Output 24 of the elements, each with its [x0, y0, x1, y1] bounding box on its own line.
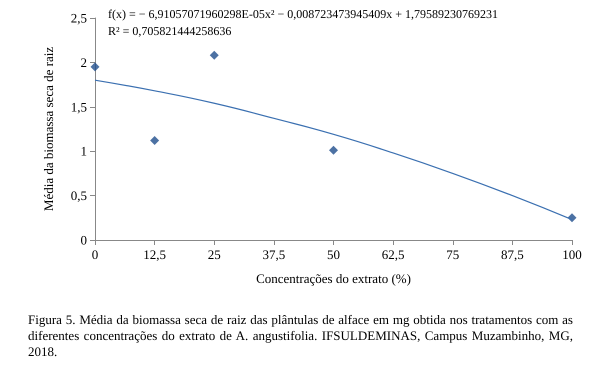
x-tick-label: 75 — [446, 247, 460, 262]
text: Figura 5. Média da biomassa seca de raiz das plântulas de alface em mg obtida nos tratamentos com as diferentes concentrações do extrato de A. angustifolia. IFSULDEMINAS, Campus Muzambinho, MG, 2018. — [28, 312, 573, 360]
x-axis-title: Concentrações do extrato (%) — [256, 271, 411, 286]
x-tick-label: 87,5 — [501, 247, 524, 262]
point — [90, 62, 100, 72]
x-tick-label: 12,5 — [143, 247, 166, 262]
point — [150, 136, 160, 146]
point — [210, 50, 219, 60]
x-tick-label: 25 — [208, 247, 221, 262]
annotation: f(x) = − 6,91057071960298E-05x² − 0,008723473945409x + 1,79589230769231 — [108, 7, 498, 21]
y-axis-title: Média da biomassa seca de raiz — [41, 46, 56, 212]
y-tick-label: 2 — [80, 54, 87, 70]
x-tick-label: 62,5 — [382, 247, 404, 262]
x-tick-label: 50 — [327, 247, 340, 262]
annotation: R² = 0,705821444258636 — [108, 24, 232, 38]
y-tick-label: 1,5 — [70, 99, 87, 114]
y-tick-label: 0,5 — [70, 188, 87, 204]
y-tick-label: 0 — [80, 232, 87, 248]
x-tick-label: 37,5 — [262, 247, 286, 262]
x-tick-label: 0 — [92, 247, 98, 262]
point — [329, 146, 338, 155]
y-tick-label: 2,5 — [70, 10, 87, 26]
y-tick-label: 1 — [80, 144, 87, 159]
x-tick-label: 100 — [562, 247, 582, 262]
